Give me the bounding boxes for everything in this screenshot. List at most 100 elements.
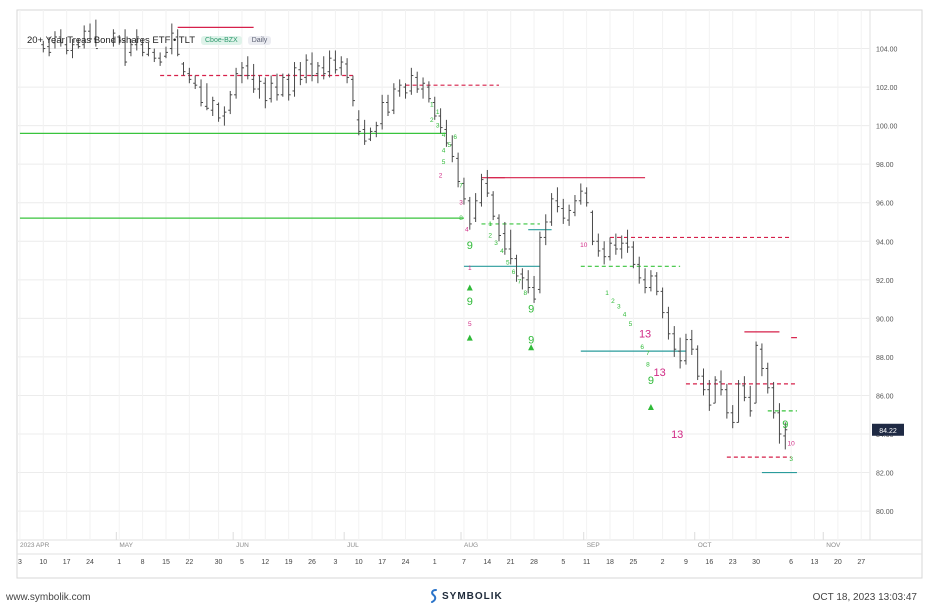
ohlc-bar — [111, 29, 116, 47]
day-tick-label: 22 — [185, 559, 193, 566]
y-tick-label: 88.00 — [876, 355, 894, 362]
ohlc-bar — [742, 376, 747, 402]
ohlc-bar — [310, 52, 315, 82]
ohlc-bar — [456, 152, 461, 188]
ohlc-bar — [584, 187, 589, 207]
ohlc-bar — [181, 62, 186, 76]
day-tick-label: 20 — [834, 559, 842, 566]
countdown-label: 9 — [528, 304, 534, 316]
ohlc-bar — [175, 29, 180, 57]
ohlc-bar — [356, 110, 361, 136]
day-tick-label: 17 — [378, 559, 386, 566]
day-tick-label: 3 — [18, 559, 22, 566]
ohlc-bar — [304, 54, 309, 84]
countdown-label: 1 — [488, 221, 492, 228]
countdown-label: 3 — [436, 123, 440, 130]
ohlc-bar — [666, 306, 671, 340]
day-tick-label: 18 — [606, 559, 614, 566]
countdown-label: 1 — [605, 290, 609, 297]
ohlc-bar — [380, 94, 385, 130]
ohlc-bar — [672, 326, 677, 357]
y-tick-label: 92.00 — [876, 278, 894, 285]
ohlc-bar — [339, 56, 344, 76]
ohlc-bar — [631, 241, 636, 269]
ohlc-bar — [362, 119, 367, 145]
interval-badge[interactable]: Daily — [247, 36, 272, 45]
countdown-label: 8 — [459, 215, 463, 222]
ohlc-bar — [421, 77, 426, 99]
ohlc-bar — [163, 46, 168, 59]
ohlc-bar — [193, 75, 198, 90]
day-tick-label: 24 — [86, 559, 94, 566]
ohlc-bar — [397, 79, 402, 97]
ohlc-bar — [292, 62, 297, 97]
ohlc-bar — [467, 196, 472, 230]
source-badge[interactable]: Cboe-BZX — [201, 36, 242, 45]
ohlc-bar — [345, 58, 350, 84]
countdown-label: 9 — [467, 296, 473, 308]
ohlc-bar — [47, 36, 52, 57]
month-label: MAY — [119, 542, 133, 549]
y-tick-label: 104.00 — [876, 47, 898, 54]
ohlc-bar — [123, 29, 128, 66]
ohlc-bar — [777, 403, 782, 444]
countdown-label: 5 — [629, 321, 633, 328]
ohlc-bar — [479, 173, 484, 207]
day-tick-label: 7 — [462, 559, 466, 566]
ohlc-bar — [280, 73, 285, 97]
day-tick-label: 25 — [629, 559, 637, 566]
ohlc-bar — [409, 67, 414, 95]
month-label: JUL — [347, 542, 359, 549]
ohlc-bar — [537, 231, 542, 294]
last-price-label: 84.22 — [879, 428, 897, 435]
countdown-label: 10 — [788, 441, 796, 448]
countdown-label: 7 — [459, 182, 463, 189]
ohlc-bar — [491, 191, 496, 221]
month-label: NOV — [826, 542, 841, 549]
y-tick-label: 90.00 — [876, 316, 894, 323]
day-tick-label: 14 — [483, 559, 491, 566]
last-price-tag — [872, 423, 904, 436]
countdown-label: 4 — [442, 148, 446, 155]
website-link[interactable]: www.symbolik.com — [6, 592, 91, 603]
ohlc-bar — [239, 62, 244, 84]
ohlc-bar — [93, 19, 98, 50]
ohlc-bar — [707, 380, 712, 411]
ohlc-bar — [514, 254, 519, 282]
countdown-label: 1 — [468, 265, 472, 272]
ohlc-bar — [333, 50, 338, 74]
ohlc-bar — [432, 96, 437, 120]
ohlc-bar — [701, 368, 706, 396]
ohlc-bar — [245, 56, 250, 80]
ohlc-bar — [590, 210, 595, 246]
y-tick-label: 96.00 — [876, 201, 894, 208]
month-label: 2023 APR — [20, 542, 50, 549]
countdown-label: 7 — [646, 350, 650, 357]
y-tick-label: 86.00 — [876, 393, 894, 400]
ohlc-bar — [257, 75, 262, 99]
day-tick-label: 5 — [240, 559, 244, 566]
brand-logo: SYMBOLIK — [430, 589, 503, 603]
ohlc-bar — [654, 272, 659, 296]
ohlc-bar — [461, 177, 466, 205]
ohlc-bar — [730, 405, 735, 429]
ohlc-bar — [683, 333, 688, 365]
ohlc-bar — [368, 127, 373, 142]
buy-arrow-marker — [466, 284, 473, 291]
countdown-label: 6 — [640, 344, 644, 351]
ohlc-bar — [128, 38, 133, 57]
ohlc-bar — [52, 31, 57, 49]
ohlc-bar — [169, 23, 174, 55]
ohlc-bar — [321, 56, 326, 80]
ohlc-bar — [117, 35, 122, 45]
countdown-label: 5 — [506, 259, 510, 266]
ohlc-bar — [602, 241, 607, 265]
ohlc-bar — [216, 102, 221, 122]
ohlc-bar — [532, 275, 537, 303]
day-tick-label: 21 — [507, 559, 515, 566]
ohlc-bar — [134, 29, 139, 51]
day-tick-label: 9 — [684, 559, 688, 566]
ohlc-bar — [578, 183, 583, 205]
